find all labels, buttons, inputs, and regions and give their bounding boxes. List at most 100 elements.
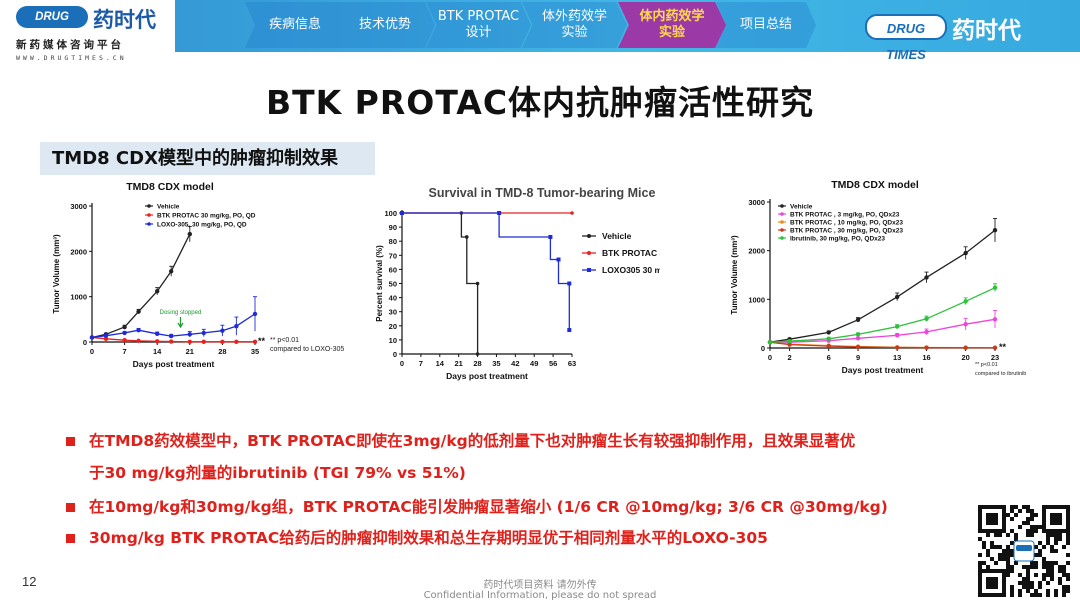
qr-module: [1042, 565, 1046, 569]
data-point: [168, 269, 174, 274]
qr-module: [1006, 561, 1010, 565]
data-point: [136, 338, 141, 344]
data-point: [894, 294, 900, 300]
data-point: [548, 234, 553, 239]
qr-module: [1066, 533, 1070, 537]
tab-disease-info[interactable]: 疾病信息: [245, 2, 345, 48]
legend-marker: [780, 204, 784, 208]
qr-module: [1010, 589, 1014, 593]
qr-module: [1026, 505, 1030, 509]
legend-label: BTK PROTAC , 30 mg/kg, PO, QDx23: [790, 228, 903, 235]
data-point: [924, 345, 929, 350]
legend-marker: [147, 222, 151, 226]
data-point: [826, 330, 831, 335]
qr-module: [1006, 573, 1010, 577]
y-tick-label: 2000: [70, 247, 87, 256]
data-point: [155, 339, 160, 344]
qr-module: [986, 553, 990, 557]
legend-marker: [587, 251, 591, 255]
qr-module: [1006, 557, 1010, 561]
qr-module: [1034, 561, 1038, 565]
qr-module: [1054, 537, 1058, 541]
data-point: [475, 352, 480, 356]
x-tick-label: 56: [549, 359, 557, 368]
significance-mark: **: [999, 342, 1007, 352]
y-tick-label: 3000: [748, 198, 765, 207]
qr-module: [1014, 513, 1018, 517]
qr-module: [1034, 545, 1038, 549]
legend-marker: [780, 220, 784, 224]
qr-module: [1046, 589, 1050, 593]
qr-module: [1030, 509, 1034, 513]
qr-module: [1026, 517, 1030, 521]
tab-protac-design[interactable]: BTK PROTAC 设计: [426, 2, 531, 48]
legend-label: Vehicle: [602, 231, 632, 241]
tumor-volume-chart-loxo: TMD8 CDX model 0 1000 2000 3000 0 7 14 21 28 35 Day…: [52, 181, 344, 369]
qr-module: [1026, 533, 1030, 537]
qr-module: [1034, 513, 1038, 517]
qr-module: [1006, 545, 1010, 549]
x-tick-label: 0: [768, 353, 772, 362]
y-tick-label: 10: [389, 336, 397, 345]
qr-module: [1010, 505, 1014, 509]
qr-module: [1054, 561, 1058, 565]
qr-module: [1014, 505, 1018, 509]
qr-module: [1038, 593, 1042, 597]
data-point: [894, 333, 900, 338]
data-point: [963, 250, 968, 256]
qr-module: [1038, 549, 1042, 553]
data-point: [924, 275, 929, 280]
x-tick-label: 23: [991, 353, 999, 362]
qr-module: [994, 561, 998, 565]
qr-module: [982, 545, 986, 549]
logo-tagline: 新药媒体咨询平台: [16, 39, 124, 51]
qr-center-badge: [1016, 545, 1032, 551]
qr-module: [1062, 565, 1066, 569]
tab-in-vivo[interactable]: 体内药效学 实验: [618, 2, 726, 48]
chart-title: TMD8 CDX model: [831, 179, 919, 191]
qr-module: [1010, 569, 1014, 573]
qr-module: [1006, 569, 1010, 573]
qr-module: [1054, 589, 1058, 593]
qr-module: [1026, 521, 1030, 525]
data-point: [570, 211, 574, 215]
qr-module: [1002, 557, 1006, 561]
series-line-1: [770, 318, 996, 343]
qr-module: [1022, 577, 1026, 581]
y-tick-label: 2000: [748, 247, 765, 256]
tab-tech-advantage[interactable]: 技术优势: [335, 2, 435, 48]
qr-module: [1030, 533, 1034, 537]
qr-module: [1030, 585, 1034, 589]
legend-label: Vehicle: [157, 204, 180, 211]
y-tick-label: 3000: [70, 202, 87, 211]
qr-code-icon: [978, 505, 1070, 597]
qr-module: [1042, 577, 1046, 581]
y-axis-label: Tumor Volume (mm³): [730, 235, 739, 315]
chart-note: ** p<0.01: [975, 362, 998, 368]
data-point: [201, 339, 206, 344]
data-point: [122, 337, 127, 343]
y-tick-label: 20: [389, 322, 397, 331]
data-point: [252, 311, 258, 317]
bullet-2-line-1: 在10mg/kg和30mg/kg组，BTK PROTAC能引发肿瘤显著缩小 (1…: [89, 498, 888, 516]
series-line-4: [769, 287, 996, 343]
x-tick-label: 0: [90, 347, 94, 356]
qr-module: [1034, 589, 1038, 593]
data-point: [187, 332, 192, 337]
qr-module: [978, 537, 982, 541]
qr-finder: [986, 513, 998, 525]
qr-module: [1050, 577, 1054, 581]
qr-module: [1054, 533, 1058, 537]
tab-summary[interactable]: 项目总结: [716, 2, 816, 48]
x-tick-label: 28: [473, 359, 481, 368]
qr-module: [1006, 553, 1010, 557]
qr-module: [1018, 589, 1022, 593]
tab-in-vitro[interactable]: 体外药效学 实验: [522, 2, 627, 48]
data-point: [400, 211, 404, 215]
bullet-marker: [66, 503, 75, 512]
legend-label: BTK PROTAC , 10 mg/kg, PO, QDx23: [790, 220, 903, 227]
data-point: [992, 285, 998, 290]
qr-module: [1006, 533, 1010, 537]
qr-module: [1058, 537, 1062, 541]
data-point: [963, 321, 968, 327]
